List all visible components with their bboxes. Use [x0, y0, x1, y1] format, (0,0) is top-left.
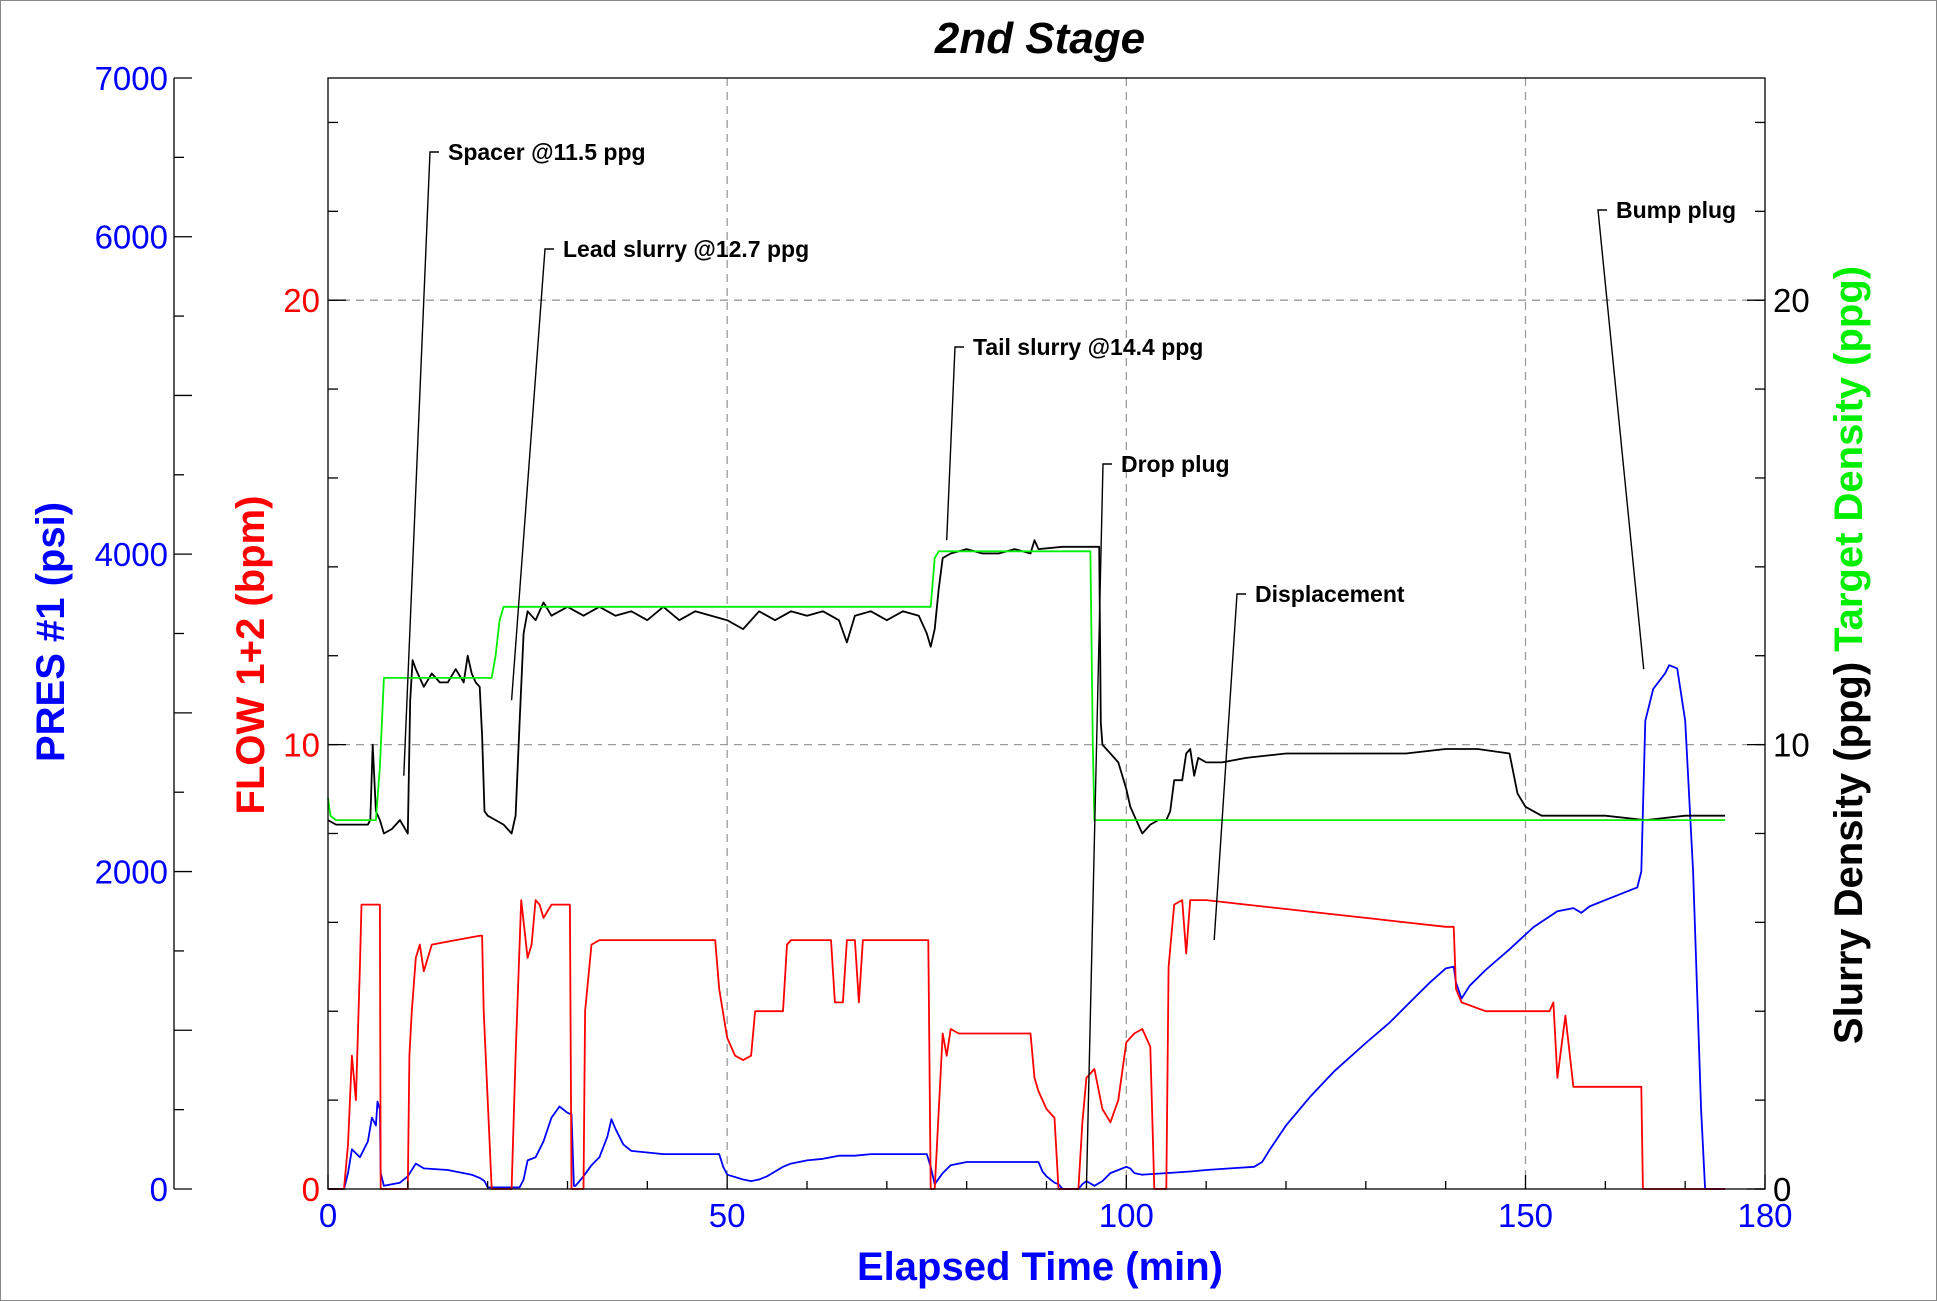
pressure-tick-label: 0	[150, 1171, 168, 1208]
annotation-label: Tail slurry @14.4 ppg	[973, 334, 1203, 360]
density-tick-label: 10	[1773, 727, 1810, 764]
flow-tick-label: 20	[283, 282, 320, 319]
annotation-leader	[1597, 209, 1645, 670]
target-density-series-line	[327, 550, 1726, 821]
annotation-label: Drop plug	[1121, 451, 1230, 477]
pressure-tick-label: 4000	[95, 536, 168, 573]
target-density-label: Target Density (ppg)	[1827, 266, 1871, 652]
x-tick-label: 180	[1737, 1197, 1792, 1234]
density-tick-label: 20	[1773, 282, 1810, 319]
pressure-tick-label: 2000	[95, 854, 168, 891]
x-tick-label: 150	[1498, 1197, 1553, 1234]
annotation-leader	[1213, 593, 1246, 941]
flow-series-line	[328, 899, 1726, 1190]
annotation-layer: Spacer @11.5 ppg Lead slurry @12.7 ppg Tai…	[403, 139, 1736, 1190]
density-tick-label: 0	[1773, 1171, 1791, 1208]
annotation-leader	[1085, 463, 1112, 1190]
series-layer	[327, 539, 1726, 1190]
flow-axis-label: FLOW 1+2 (bpm)	[229, 496, 273, 815]
pressure-series-line	[328, 664, 1726, 1190]
annotation-label: Lead slurry @12.7 ppg	[563, 236, 809, 262]
x-axis-label: Elapsed Time (min)	[857, 1245, 1223, 1289]
annotation-leader	[403, 151, 439, 776]
x-tick-label: 50	[709, 1197, 746, 1234]
annotation-leader	[946, 346, 964, 541]
pressure-tick-label: 7000	[95, 60, 168, 97]
annotation-label: Spacer @11.5 ppg	[448, 139, 646, 165]
x-tick-label: 100	[1099, 1197, 1154, 1234]
grid	[328, 78, 1765, 1189]
annotation-leader	[510, 248, 554, 701]
pressure-axis-label: PRES #1 (psi)	[29, 502, 73, 762]
chart-title: 2nd Stage	[934, 14, 1145, 63]
slurry-density-series-line	[327, 539, 1726, 835]
plot-border	[327, 77, 1766, 1190]
pressure-tick-label: 6000	[95, 219, 168, 256]
flow-tick-label: 10	[283, 727, 320, 764]
annotation-label: Displacement	[1255, 581, 1405, 607]
density-axis-label: Slurry Density (ppg) Target Density (ppg)	[1827, 266, 1871, 1044]
x-tick-label: 0	[319, 1197, 337, 1234]
flow-tick-label: 0	[302, 1171, 320, 1208]
annotation-label: Bump plug	[1616, 197, 1736, 223]
slurry-density-label: Slurry Density (ppg)	[1827, 662, 1871, 1044]
